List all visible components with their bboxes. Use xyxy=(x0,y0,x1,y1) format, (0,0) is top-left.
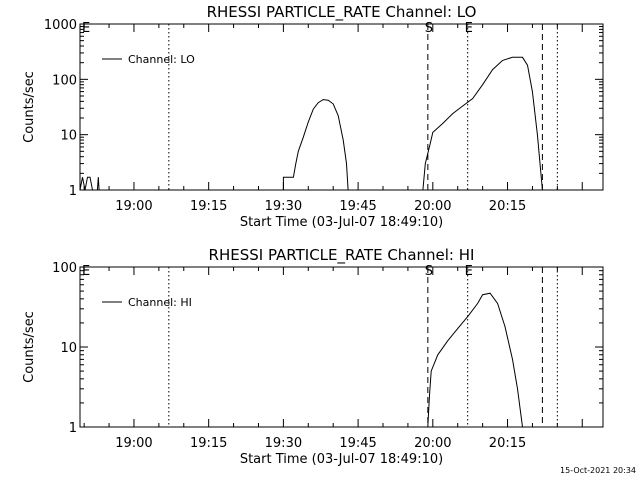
y-axis-label: Counts/sec xyxy=(22,71,37,143)
y-tick-label: 10 xyxy=(60,341,77,356)
y-tick-label: 1000 xyxy=(44,18,77,33)
chart-title: RHESSI PARTICLE_RATE Channel: LO xyxy=(207,3,477,22)
y-tick-label: 100 xyxy=(52,73,77,88)
marker-label-e: E xyxy=(465,21,473,36)
y-tick-label: 100 xyxy=(52,261,77,276)
x-tick-label: 20:00 xyxy=(414,436,451,451)
series-line xyxy=(282,99,349,191)
x-tick-label: 19:30 xyxy=(265,199,302,214)
x-axis-label: Start Time (03-Jul-07 18:49:10) xyxy=(240,215,443,230)
series-line xyxy=(422,56,543,191)
x-tick-label: 20:15 xyxy=(489,199,526,214)
x-tick-label: 19:00 xyxy=(115,436,152,451)
y-tick-label: 1 xyxy=(69,184,77,199)
x-tick-label: 20:00 xyxy=(414,199,451,214)
y-tick-label: 1 xyxy=(69,421,77,436)
footer-timestamp: 15-Oct-2021 20:34 xyxy=(560,466,636,475)
series-line xyxy=(79,176,100,191)
x-tick-label: 19:30 xyxy=(265,436,302,451)
marker-label-s: S xyxy=(425,21,433,36)
x-tick-label: 19:45 xyxy=(339,436,376,451)
series-line xyxy=(427,292,523,428)
plot-frame xyxy=(79,266,604,428)
x-tick-label: 19:15 xyxy=(190,199,227,214)
x-tick-label: 19:45 xyxy=(339,199,376,214)
y-axis-label: Counts/sec xyxy=(22,311,37,383)
x-tick-label: 19:00 xyxy=(115,199,152,214)
x-tick-label: 20:15 xyxy=(489,436,526,451)
legend-label: Channel: HI xyxy=(128,296,192,309)
chart-title: RHESSI PARTICLE_RATE Channel: HI xyxy=(209,246,475,265)
plot-frame xyxy=(79,23,604,191)
x-axis-label: Start Time (03-Jul-07 18:49:10) xyxy=(240,452,443,467)
x-tick-label: 19:15 xyxy=(190,436,227,451)
corner-label: E xyxy=(82,264,90,279)
marker-label-e: E xyxy=(465,264,473,279)
corner-label: E xyxy=(82,21,90,36)
marker-label-s: S xyxy=(425,264,433,279)
y-tick-label: 10 xyxy=(60,129,77,144)
legend-label: Channel: LO xyxy=(128,53,195,66)
